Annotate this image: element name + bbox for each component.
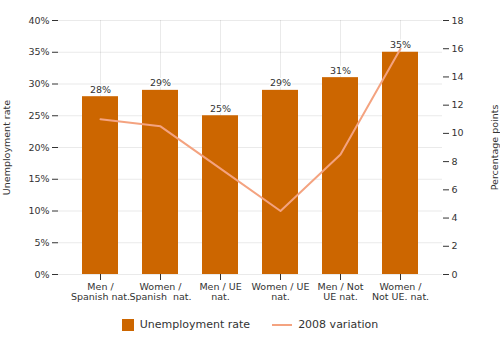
svg-text:30%: 30% <box>28 78 49 89</box>
svg-text:Percentage points: Percentage points <box>489 105 500 191</box>
html-text:2008 variation: 2008 variation <box>298 318 379 331</box>
svg-text:16: 16 <box>452 43 464 54</box>
svg-text:28%: 28% <box>90 84 111 95</box>
svg-text:Unemployment rate: Unemployment rate <box>1 100 12 195</box>
svg-text:0%: 0% <box>34 269 49 280</box>
svg-text:Men / UEnat.: Men / UEnat. <box>199 281 241 302</box>
svg-text:2: 2 <box>452 240 458 251</box>
svg-text:15%: 15% <box>28 173 49 184</box>
svg-text:29%: 29% <box>150 77 171 88</box>
svg-text:Men / NotUE nat.: Men / NotUE nat. <box>318 281 364 302</box>
svg-text:Women / UEnat.: Women / UEnat. <box>252 281 310 302</box>
svg-text:31%: 31% <box>330 65 351 76</box>
svg-text:Women /Spanish nat.: Women /Spanish nat. <box>129 281 191 302</box>
svg-text:14: 14 <box>452 71 464 82</box>
svg-text:10%: 10% <box>28 205 49 216</box>
svg-text:5%: 5% <box>34 237 49 248</box>
html-text:Unemployment rate: Unemployment rate <box>139 318 251 331</box>
svg-text:Men /Spanish nat.: Men /Spanish nat. <box>71 281 130 302</box>
svg-text:35%: 35% <box>28 46 49 57</box>
svg-text:29%: 29% <box>270 77 291 88</box>
svg-text:4: 4 <box>452 212 458 223</box>
svg-text:20%: 20% <box>28 142 49 153</box>
svg-text:25%: 25% <box>28 110 49 121</box>
svg-text:Women /Not UE. nat.: Women /Not UE. nat. <box>372 281 429 302</box>
svg-text:12: 12 <box>452 99 464 110</box>
svg-text:0: 0 <box>452 269 458 280</box>
svg-text:35%: 35% <box>390 39 411 50</box>
svg-text:40%: 40% <box>28 15 49 26</box>
svg-text:8: 8 <box>452 156 458 167</box>
svg-text:25%: 25% <box>210 103 231 114</box>
svg-text:18: 18 <box>452 15 464 26</box>
svg-text:10: 10 <box>452 127 464 138</box>
svg-text:6: 6 <box>452 184 458 195</box>
